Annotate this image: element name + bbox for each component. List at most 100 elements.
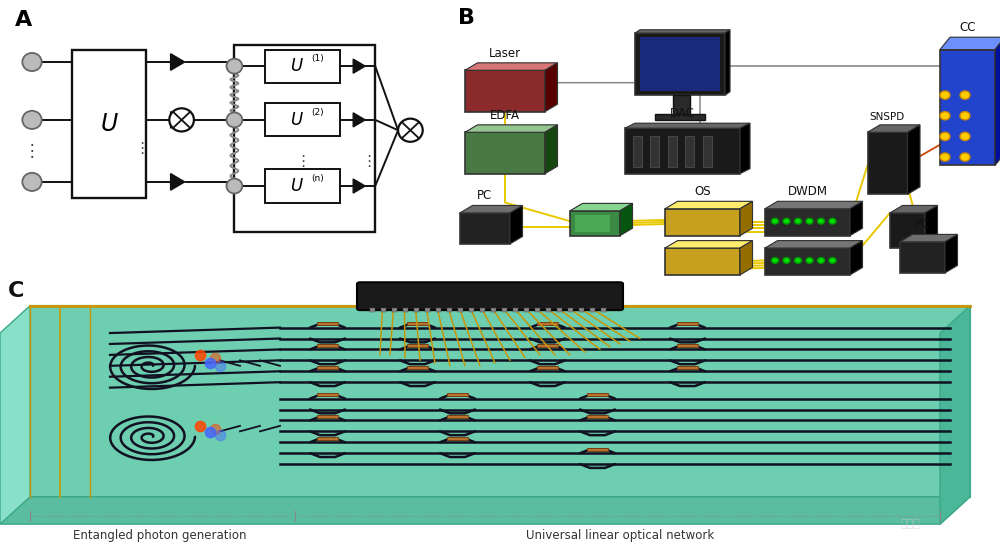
Text: A: A	[14, 10, 32, 31]
Text: ⋮: ⋮	[24, 142, 40, 160]
Polygon shape	[890, 205, 938, 213]
Circle shape	[940, 132, 950, 140]
Circle shape	[226, 59, 242, 74]
Bar	[465, 132, 545, 174]
Polygon shape	[765, 201, 862, 209]
Point	[207, 424, 223, 433]
Bar	[640, 37, 720, 91]
Bar	[317, 344, 338, 347]
Polygon shape	[940, 37, 1000, 50]
Circle shape	[960, 111, 970, 120]
Bar	[765, 248, 850, 275]
Bar	[765, 209, 850, 236]
Polygon shape	[0, 497, 970, 524]
Text: 智东西: 智东西	[900, 519, 920, 529]
Bar	[702, 136, 712, 168]
Polygon shape	[30, 306, 970, 497]
Bar	[635, 33, 725, 95]
Polygon shape	[940, 306, 970, 524]
Circle shape	[794, 258, 802, 263]
Bar	[579, 308, 584, 312]
Bar	[407, 344, 428, 347]
Bar	[590, 308, 595, 312]
Circle shape	[226, 179, 242, 193]
Bar	[265, 103, 340, 136]
Text: EDFA: EDFA	[490, 109, 520, 122]
Point	[192, 422, 208, 430]
Text: PC: PC	[477, 189, 493, 202]
Bar	[568, 308, 573, 312]
Bar	[677, 344, 698, 347]
Polygon shape	[900, 234, 958, 242]
Polygon shape	[465, 125, 558, 132]
Bar	[537, 366, 558, 369]
Polygon shape	[945, 234, 958, 273]
Bar	[890, 213, 925, 248]
Polygon shape	[620, 204, 633, 236]
Bar	[480, 308, 485, 312]
Text: DAC: DAC	[670, 107, 695, 120]
Bar	[524, 308, 529, 312]
Bar	[587, 393, 608, 396]
Bar	[425, 308, 430, 312]
Polygon shape	[908, 125, 920, 194]
Point	[212, 431, 228, 440]
Bar	[447, 393, 468, 396]
Circle shape	[398, 118, 423, 142]
Polygon shape	[171, 174, 185, 190]
Bar	[447, 437, 468, 440]
Bar	[317, 415, 338, 418]
Circle shape	[818, 258, 824, 263]
Text: $U$: $U$	[290, 177, 304, 195]
Polygon shape	[353, 59, 365, 73]
Bar	[650, 136, 659, 168]
Circle shape	[783, 258, 790, 263]
Polygon shape	[765, 241, 862, 248]
Text: OS: OS	[694, 185, 711, 198]
Polygon shape	[740, 241, 753, 275]
Polygon shape	[171, 54, 185, 70]
Bar	[537, 344, 558, 347]
Bar	[447, 415, 468, 418]
Point	[212, 361, 228, 370]
Bar	[460, 213, 510, 244]
Polygon shape	[725, 30, 730, 95]
Bar	[491, 308, 496, 312]
Bar	[392, 308, 397, 312]
Bar	[546, 308, 551, 312]
Bar	[625, 128, 740, 174]
Bar	[677, 322, 698, 325]
Circle shape	[960, 153, 970, 161]
Circle shape	[772, 218, 778, 224]
Bar	[265, 50, 340, 82]
Bar	[537, 322, 558, 325]
Circle shape	[940, 111, 950, 120]
Bar	[502, 308, 507, 312]
Point	[207, 353, 223, 362]
Text: SNSPD: SNSPD	[870, 111, 905, 122]
Bar	[587, 448, 608, 450]
Circle shape	[783, 218, 790, 224]
Text: PC: PC	[915, 218, 930, 231]
Bar	[447, 308, 452, 312]
Bar	[677, 366, 698, 369]
Text: ⋮: ⋮	[295, 154, 310, 169]
Bar	[436, 308, 441, 312]
Bar	[868, 132, 908, 194]
Polygon shape	[545, 63, 558, 111]
Bar	[668, 136, 676, 168]
Bar	[72, 50, 146, 198]
Polygon shape	[570, 204, 633, 211]
Bar	[265, 169, 340, 203]
Bar	[672, 95, 690, 116]
Circle shape	[940, 153, 950, 161]
Bar	[601, 308, 606, 312]
Circle shape	[960, 91, 970, 99]
Polygon shape	[868, 125, 920, 132]
Text: $U$: $U$	[290, 111, 304, 129]
Circle shape	[22, 53, 42, 71]
Circle shape	[22, 111, 42, 129]
Polygon shape	[740, 123, 750, 174]
Polygon shape	[510, 205, 522, 244]
Text: (n): (n)	[312, 174, 324, 183]
